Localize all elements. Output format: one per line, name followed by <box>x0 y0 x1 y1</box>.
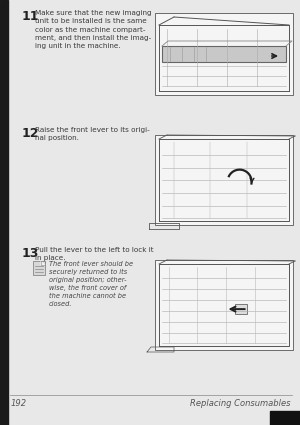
Bar <box>155 260 293 350</box>
FancyBboxPatch shape <box>33 261 45 275</box>
Polygon shape <box>41 261 45 265</box>
Text: 12: 12 <box>22 127 40 140</box>
Bar <box>235 304 247 314</box>
Text: Pull the lever to the left to lock it
in place.: Pull the lever to the left to lock it in… <box>35 247 154 261</box>
Text: 192: 192 <box>11 399 27 408</box>
Text: Replacing Consumables: Replacing Consumables <box>190 399 291 408</box>
Text: Make sure that the new imaging
unit to be installed is the same
color as the mac: Make sure that the new imaging unit to b… <box>35 10 152 49</box>
Text: 11: 11 <box>22 10 40 23</box>
Bar <box>155 135 293 225</box>
Text: The front lever should be
securely returned to its
original position; other-
wis: The front lever should be securely retur… <box>49 261 133 307</box>
Text: Raise the front lever to its origi-
nal position.: Raise the front lever to its origi- nal … <box>35 127 150 141</box>
Text: 13: 13 <box>22 247 39 260</box>
Bar <box>162 46 286 62</box>
Bar <box>270 411 300 425</box>
Bar <box>0 0 8 425</box>
Bar <box>155 13 293 95</box>
